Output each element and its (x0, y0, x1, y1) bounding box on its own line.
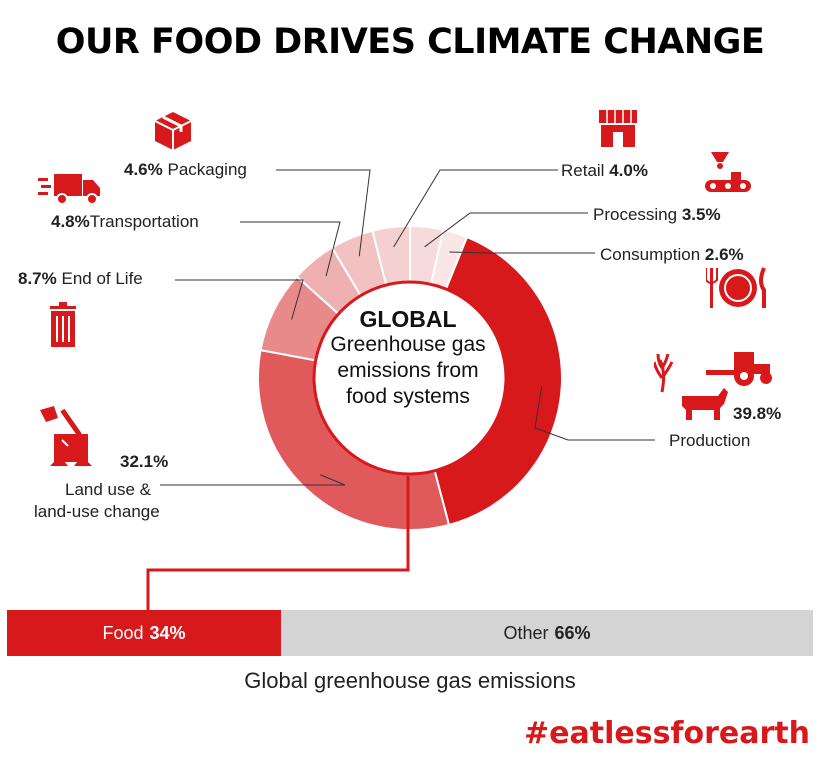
tree-stump-axe-icon (40, 406, 92, 466)
leader-line-end-of-life (175, 279, 304, 320)
store-icon (599, 110, 637, 147)
leader-line-retail (393, 169, 558, 248)
value-production: 39.8% (733, 404, 782, 423)
name-processing: Processing (593, 205, 678, 224)
label-transportation: 4.8%Transportation (51, 212, 199, 232)
label-end-of-life: 8.7% End of Life (18, 269, 143, 289)
package-icon (154, 112, 192, 150)
global-emissions-bar: Food 34% Other 66% (7, 610, 813, 656)
value-retail: 4.0% (609, 161, 648, 180)
trash-bin-icon (50, 302, 76, 347)
hashtag: #eatlessforearth (524, 716, 810, 751)
bar-segment-food: Food 34% (7, 610, 282, 656)
label-production: Production (669, 431, 751, 450)
name-transportation: Transportation (89, 212, 199, 231)
value-transportation: 4.8% (51, 212, 90, 231)
bar-label-food: Food (102, 622, 144, 643)
truck-icon (38, 174, 100, 205)
bar-label-other: Other (503, 622, 549, 643)
value-consumption: 2.6% (704, 245, 744, 264)
name-packaging: Packaging (167, 160, 247, 179)
label-consumption: Consumption 2.6% (600, 245, 744, 265)
leader-line-packaging (276, 169, 371, 257)
center-label-line1: GLOBAL (359, 306, 457, 332)
leader-line-production (534, 386, 655, 441)
value-end-of-life: 8.7% (18, 269, 57, 288)
leader-line-land-use-land-use-change (160, 474, 346, 486)
name-retail: Retail (561, 161, 605, 180)
label-processing: Processing 3.5% (593, 205, 721, 225)
value-processing: 3.5% (681, 205, 721, 224)
bar-value-other: 66% (554, 622, 591, 643)
value-land-use: 32.1% (120, 452, 169, 471)
food-connector-line (146, 476, 410, 610)
label-packaging: 4.6% Packaging (124, 160, 247, 180)
farm-icon (654, 352, 772, 420)
bar-value-food: 34% (149, 622, 186, 643)
leader-line-transportation (240, 221, 341, 277)
label-land-use: Land use & (64, 480, 151, 499)
center-label-line2: Greenhouse gas emissions from food syste… (330, 333, 486, 408)
bar-segment-other: Other 66% (281, 610, 813, 656)
processing-machine-icon (705, 152, 751, 192)
label-land-use-2: land-use change (34, 502, 160, 521)
name-end-of-life: End of Life (61, 269, 143, 288)
donut-center-ring (312, 280, 508, 476)
donut-center-label: GLOBAL Greenhouse gas emissions from foo… (320, 306, 496, 410)
leader-line-consumption (449, 251, 595, 254)
name-consumption: Consumption (600, 245, 701, 264)
leader-line-processing (424, 212, 588, 248)
page-title: OUR FOOD DRIVES CLIMATE CHANGE (55, 22, 765, 62)
plate-cutlery-icon (706, 267, 766, 308)
bar-caption: Global greenhouse gas emissions (244, 668, 576, 693)
value-packaging: 4.6% (124, 160, 163, 179)
label-retail: Retail 4.0% (561, 161, 648, 181)
